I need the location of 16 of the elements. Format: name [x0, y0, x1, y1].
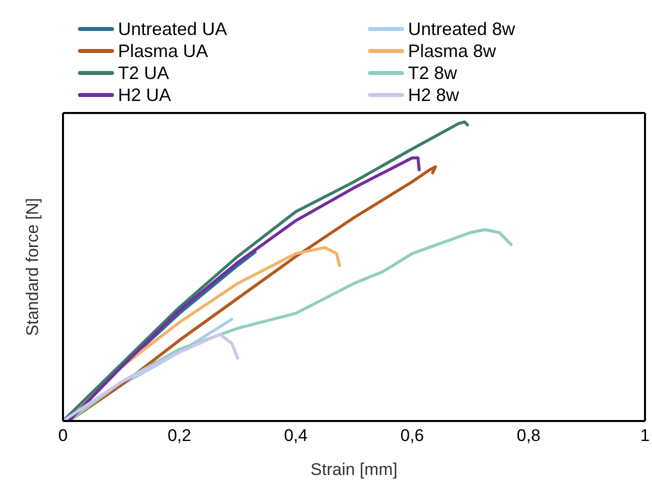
legend-label: H2 UA: [118, 84, 172, 106]
legend-label: T2 UA: [118, 62, 170, 84]
x-tick-label: 0,2: [168, 426, 192, 446]
x-tick-label: 0: [58, 426, 68, 446]
x-tick-label: 0,8: [516, 426, 540, 446]
x-tick-label: 0,6: [400, 426, 424, 446]
legend-label: Untreated 8w: [408, 18, 516, 40]
x-axis-title: Strain [mm]: [310, 460, 398, 479]
legend-label: H2 8w: [408, 84, 460, 106]
legend-label: Plasma 8w: [408, 40, 496, 62]
x-tick-label: 1: [640, 426, 650, 446]
legend-label: T2 8w: [408, 62, 458, 84]
legend-label: Plasma UA: [118, 40, 208, 62]
legend-label: Untreated UA: [118, 18, 228, 40]
y-axis-title: Standard force [N]: [23, 198, 42, 336]
x-tick-label: 0,4: [284, 426, 308, 446]
